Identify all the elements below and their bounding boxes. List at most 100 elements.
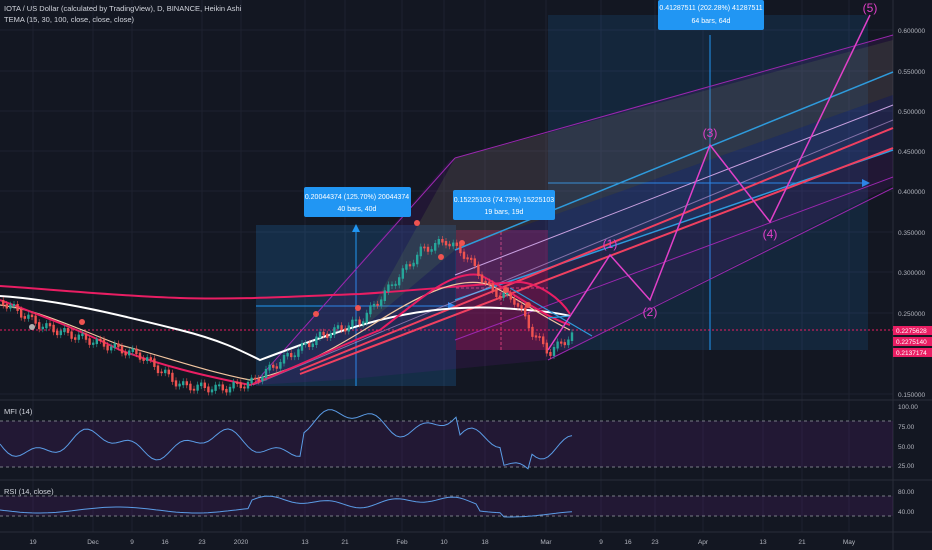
candle xyxy=(102,339,106,347)
svg-text:0.450000: 0.450000 xyxy=(898,149,925,156)
candle xyxy=(279,362,282,369)
candle xyxy=(362,321,365,325)
candle xyxy=(495,289,498,297)
svg-text:Mar: Mar xyxy=(540,539,552,546)
candle xyxy=(444,241,448,246)
candle xyxy=(560,341,563,344)
time-axis[interactable]: 19 Dec 9 16 23 2020 13 21 Feb 10 18 Mar … xyxy=(29,539,856,546)
candle xyxy=(16,304,19,311)
candle xyxy=(473,258,476,266)
svg-text:2020: 2020 xyxy=(234,539,249,546)
mfi-pane[interactable]: MFI (14) 100.00 75.00 50.00 25.00 xyxy=(0,404,918,470)
candle xyxy=(59,330,62,336)
candle xyxy=(452,242,455,247)
wave-label-2: (2) xyxy=(643,305,658,319)
candle xyxy=(203,382,206,389)
candle xyxy=(261,376,264,382)
candle xyxy=(196,384,199,391)
svg-text:10: 10 xyxy=(440,539,448,546)
candle xyxy=(135,348,138,355)
svg-text:16: 16 xyxy=(161,539,169,546)
candle xyxy=(38,322,41,330)
svg-text:0.15225103 (74.73%) 15225103: 0.15225103 (74.73%) 15225103 xyxy=(454,197,555,204)
candle xyxy=(448,243,451,247)
elliott-wave[interactable]: (1) (2) (3) (4) (5) xyxy=(547,1,877,351)
candle xyxy=(408,264,412,267)
mfi-title: MFI (14) xyxy=(4,407,33,416)
wave-label-4: (4) xyxy=(763,227,778,241)
svg-text:May: May xyxy=(843,539,856,546)
candle xyxy=(556,341,559,349)
candle xyxy=(293,355,296,358)
candle xyxy=(146,357,149,361)
svg-text:0.41287511 (202.28%) 41287511: 0.41287511 (202.28%) 41287511 xyxy=(659,5,762,12)
candle xyxy=(30,314,34,318)
candle xyxy=(131,348,134,352)
candle xyxy=(99,338,102,341)
svg-text:16: 16 xyxy=(624,539,632,546)
candle xyxy=(41,326,44,330)
svg-text:40 bars, 40d: 40 bars, 40d xyxy=(338,206,377,213)
candle xyxy=(376,303,379,306)
candle xyxy=(290,353,293,358)
candle xyxy=(567,339,570,346)
candle xyxy=(563,342,566,346)
candle xyxy=(207,386,210,393)
candle xyxy=(268,364,271,371)
measure-box-1[interactable] xyxy=(256,224,456,386)
candle xyxy=(412,262,415,267)
candle xyxy=(27,314,30,319)
candle xyxy=(300,343,304,351)
pitchfork[interactable] xyxy=(252,34,894,386)
candle xyxy=(502,292,505,298)
candle xyxy=(552,346,556,356)
candle xyxy=(336,325,340,329)
candle xyxy=(9,304,12,309)
candle xyxy=(171,372,174,382)
grid xyxy=(0,0,893,532)
candle xyxy=(491,283,494,291)
measure-box-3[interactable] xyxy=(548,15,870,350)
candle xyxy=(513,298,516,305)
candle xyxy=(401,268,404,279)
candle xyxy=(20,309,23,318)
wave-label-1: (1) xyxy=(603,237,618,251)
svg-text:23: 23 xyxy=(651,539,659,546)
candle xyxy=(113,343,116,349)
price-axis[interactable]: 0.600000 0.550000 0.500000 0.450000 0.40… xyxy=(898,28,925,399)
candle xyxy=(347,325,350,332)
candle xyxy=(520,305,523,310)
candle xyxy=(225,388,228,393)
svg-text:64 bars, 64d: 64 bars, 64d xyxy=(692,18,731,25)
candle xyxy=(437,238,440,245)
candle xyxy=(383,290,386,301)
candle xyxy=(423,246,426,249)
candle xyxy=(189,383,192,391)
svg-text:19 bars, 19d: 19 bars, 19d xyxy=(485,209,524,216)
candle xyxy=(542,336,545,345)
svg-text:0.250000: 0.250000 xyxy=(898,311,925,318)
candle xyxy=(128,350,131,356)
candle xyxy=(149,357,152,360)
candle xyxy=(48,323,52,327)
rsi-pane[interactable]: RSI (14, close) 80.00 40.00 xyxy=(0,487,915,518)
candle xyxy=(257,378,260,382)
candle xyxy=(394,283,397,286)
svg-text:100.00: 100.00 xyxy=(898,404,918,411)
candles[interactable] xyxy=(2,235,574,396)
candle xyxy=(297,349,300,357)
svg-text:0.2137174: 0.2137174 xyxy=(896,350,927,357)
candle xyxy=(81,333,84,337)
candle xyxy=(232,381,235,389)
candle xyxy=(570,332,574,341)
measure-label-3: 0.41287511 (202.28%) 41287511 64 bars, 6… xyxy=(658,0,764,30)
candle xyxy=(344,328,347,332)
svg-text:75.00: 75.00 xyxy=(898,424,915,431)
candle xyxy=(430,249,433,252)
candle xyxy=(286,353,289,357)
svg-text:40.00: 40.00 xyxy=(898,509,915,516)
candle xyxy=(63,328,66,333)
candle xyxy=(106,345,109,351)
candle xyxy=(326,333,329,339)
